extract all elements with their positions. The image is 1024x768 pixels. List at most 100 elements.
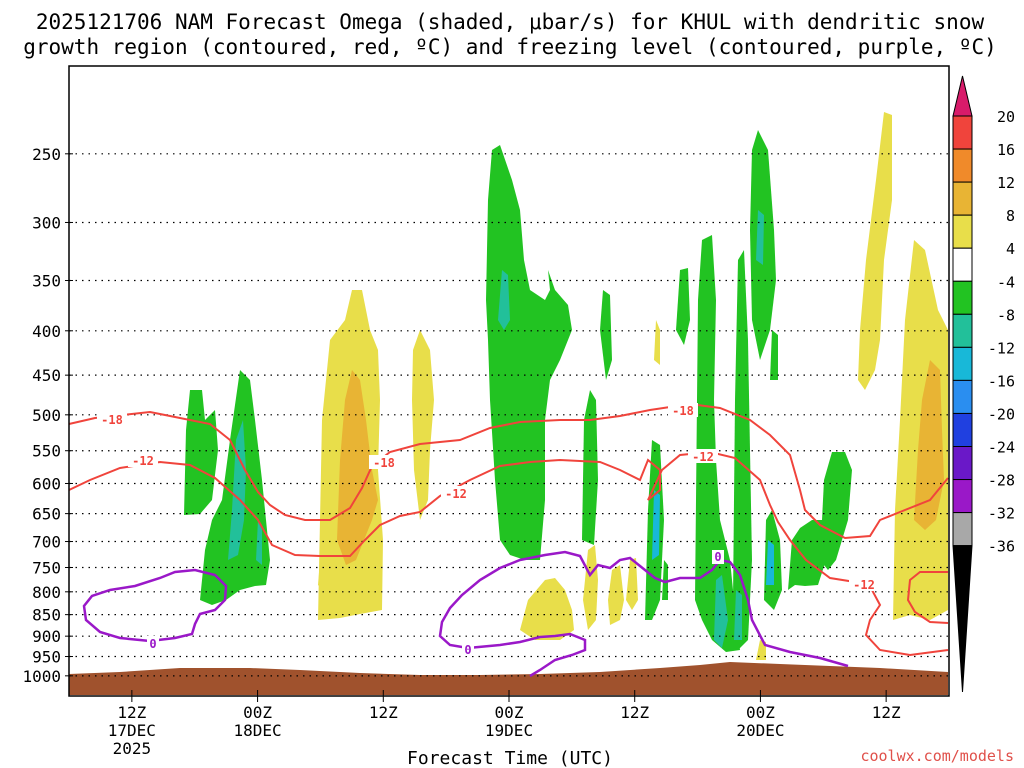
y-tick-label: 600 — [32, 474, 61, 493]
x-tick-label: 12Z — [369, 703, 398, 722]
x-tick-label: 18DEC — [233, 721, 281, 740]
y-tick-label: 500 — [32, 406, 61, 425]
omega-negative-core — [228, 420, 246, 560]
dgz-contour-minus18 — [68, 402, 949, 540]
omega-negative-region — [788, 520, 826, 590]
colorbar: 20 16 12 8 4 -4 -8 -12 -16 -20 -24 -28 -32 -36 — [952, 75, 1015, 693]
omega-positive-region — [626, 558, 638, 610]
dgz-label: -18 — [373, 456, 395, 470]
y-axis: 250 300 350 400 450 500 550 600 650 700 750 800 850 9… — [22, 145, 73, 686]
omega-positive-region — [412, 330, 434, 520]
omega-positive-region — [608, 565, 624, 625]
x-tick-label: 00Z — [495, 703, 524, 722]
omega-positive-region — [858, 112, 892, 390]
dgz-label: -18 — [672, 404, 694, 418]
colorbar-label: 16 — [997, 141, 1015, 159]
colorbar-label: -32 — [988, 505, 1015, 523]
colorbar-segment — [952, 75, 973, 117]
omega-positive-region — [756, 640, 766, 660]
freezing-label: 0 — [464, 643, 471, 657]
omega-positive-core — [914, 360, 944, 530]
x-tick-label: 12Z — [872, 703, 901, 722]
colorbar-segment — [952, 346, 973, 381]
y-tick-label: 450 — [32, 366, 61, 385]
x-tick-label: 00Z — [243, 703, 272, 722]
colorbar-segment — [952, 446, 973, 481]
dgz-label: -12 — [692, 450, 714, 464]
colorbar-segment — [952, 247, 973, 282]
y-tick-label: 750 — [32, 559, 61, 578]
x-tick-label: 17DEC — [108, 721, 156, 740]
colorbar-label: -36 — [988, 538, 1015, 556]
y-tick-label: 850 — [32, 606, 61, 625]
credit-text: coolwx.com/models — [860, 747, 1014, 765]
dgz-contours — [68, 402, 949, 657]
y-tick-label: 950 — [32, 648, 61, 667]
colorbar-label: -24 — [988, 439, 1015, 457]
colorbar-label: -20 — [988, 405, 1015, 423]
y-tick-label: 550 — [32, 442, 61, 461]
omega-negative-core — [256, 520, 262, 565]
omega-negative-region — [486, 145, 572, 560]
colorbar-label: -4 — [997, 273, 1015, 291]
freezing-label: 0 — [714, 550, 721, 564]
y-tick-label: 250 — [32, 145, 61, 164]
dgz-label: -12 — [445, 487, 467, 501]
omega-negative-core — [498, 270, 510, 330]
omega-negative-core — [714, 575, 728, 648]
x-tick-label: 12Z — [620, 703, 649, 722]
colorbar-segment — [952, 412, 973, 448]
colorbar-segment — [952, 313, 973, 348]
omega-negative-region — [662, 560, 668, 600]
chart-title-line1: 2025121706 NAM Forecast Omega (shaded, μ… — [36, 10, 985, 34]
dgz-label: -12 — [132, 454, 154, 468]
omega-negative-region — [676, 268, 690, 345]
y-tick-label: 650 — [32, 505, 61, 524]
colorbar-label: -28 — [988, 472, 1015, 490]
omega-negative-region — [582, 390, 598, 545]
colorbar-segment — [952, 379, 973, 414]
colorbar-label: 20 — [997, 108, 1015, 126]
x-tick-label: 2025 — [113, 739, 152, 758]
omega-positive-region — [520, 578, 574, 640]
omega-negative-core — [756, 210, 764, 265]
freezing-contour — [467, 632, 587, 678]
colorbar-segment — [952, 512, 973, 547]
omega-positive-core — [337, 370, 378, 565]
freezing-contour — [438, 550, 849, 668]
freezing-contour — [82, 568, 228, 643]
freezing-label: 0 — [149, 637, 156, 651]
dgz-label: -12 — [853, 578, 875, 592]
colorbar-segment — [952, 115, 973, 150]
y-tick-label: 700 — [32, 533, 61, 552]
colorbar-segment — [952, 214, 973, 249]
chart-title-line2: growth region (contoured, red, ºC) and f… — [23, 35, 997, 59]
omega-negative-region — [733, 250, 752, 650]
colorbar-segment — [952, 148, 973, 183]
omega-negative-core — [652, 490, 660, 560]
colorbar-label: -12 — [988, 339, 1015, 357]
omega-positive-region — [654, 320, 660, 365]
omega-negative-core — [766, 540, 774, 585]
dgz-contour-minus12 — [906, 571, 949, 624]
colorbar-segment — [952, 479, 973, 514]
colorbar-label: -8 — [997, 306, 1015, 324]
y-tick-label: 300 — [32, 213, 61, 232]
colorbar-label: -16 — [988, 372, 1015, 390]
freezing-contour-labels: 0 0 0 — [147, 550, 724, 657]
x-tick-label: 12Z — [117, 703, 146, 722]
x-tick-label: 20DEC — [736, 721, 784, 740]
x-axis-title: Forecast Time (UTC) — [407, 748, 613, 768]
omega-negative-region — [600, 290, 612, 380]
terrain-fill — [69, 662, 948, 695]
omega-negative-region — [820, 452, 852, 570]
dgz-contour-minus12 — [68, 450, 949, 657]
y-tick-label: 800 — [32, 583, 61, 602]
omega-negative-core — [734, 590, 742, 640]
x-tick-label: 00Z — [746, 703, 775, 722]
colorbar-segment — [952, 280, 973, 315]
colorbar-segment — [952, 181, 973, 216]
dgz-contour-labels: -18 -12 -18 -12 -18 -12 -12 — [97, 403, 879, 592]
colorbar-label: 8 — [1006, 207, 1015, 225]
